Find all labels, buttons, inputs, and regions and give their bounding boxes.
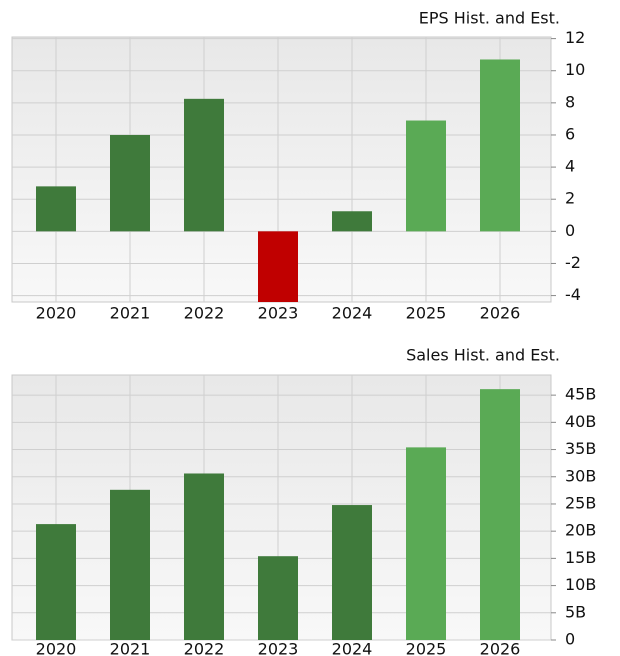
y-tick-label: 10 xyxy=(565,60,585,79)
y-tick-label: 35B xyxy=(565,439,596,458)
y-tick-label: 15B xyxy=(565,548,596,567)
bar xyxy=(258,556,298,640)
bar xyxy=(480,59,520,232)
bar xyxy=(110,489,150,640)
x-tick-label: 2024 xyxy=(332,640,373,656)
x-tick-label: 2021 xyxy=(110,304,151,323)
x-tick-label: 2026 xyxy=(480,304,521,323)
y-tick-label: 0 xyxy=(565,630,575,649)
x-tick-label: 2023 xyxy=(258,640,299,656)
bar xyxy=(110,134,150,232)
y-tick-label: 8 xyxy=(565,92,575,111)
x-tick-label: 2026 xyxy=(480,640,521,656)
bar xyxy=(184,98,224,232)
x-tick-label: 2025 xyxy=(406,640,447,656)
y-tick-label: 25B xyxy=(565,493,596,512)
y-tick-label: 20B xyxy=(565,521,596,540)
x-tick-label: 2024 xyxy=(332,304,373,323)
y-tick-label: 12 xyxy=(565,28,585,47)
y-tick-label: 10B xyxy=(565,575,596,594)
bar xyxy=(332,505,372,640)
y-tick-label: 5B xyxy=(565,602,586,621)
y-tick-label: -2 xyxy=(565,253,581,272)
bar xyxy=(332,211,372,232)
y-tick-label: 30B xyxy=(565,466,596,485)
x-tick-label: 2020 xyxy=(36,640,77,656)
bar xyxy=(406,447,446,640)
y-tick-label: 45B xyxy=(565,385,596,404)
bar xyxy=(184,473,224,640)
x-tick-label: 2025 xyxy=(406,304,447,323)
y-tick-label: 2 xyxy=(565,189,575,208)
bar xyxy=(36,186,76,232)
bar xyxy=(406,120,446,232)
bar xyxy=(36,524,76,640)
y-tick-label: -4 xyxy=(565,285,581,304)
x-tick-label: 2023 xyxy=(258,304,299,323)
y-tick-label: 6 xyxy=(565,124,575,143)
chart-title: Sales Hist. and Est. xyxy=(406,346,560,365)
x-tick-label: 2022 xyxy=(184,304,225,323)
y-tick-label: 4 xyxy=(565,157,575,176)
y-tick-label: 0 xyxy=(565,221,575,240)
bar xyxy=(480,389,520,640)
x-tick-label: 2020 xyxy=(36,304,77,323)
x-tick-label: 2021 xyxy=(110,640,151,656)
x-tick-label: 2022 xyxy=(184,640,225,656)
bar xyxy=(258,231,298,302)
chart-title: EPS Hist. and Est. xyxy=(419,9,560,28)
y-tick-label: 40B xyxy=(565,412,596,431)
